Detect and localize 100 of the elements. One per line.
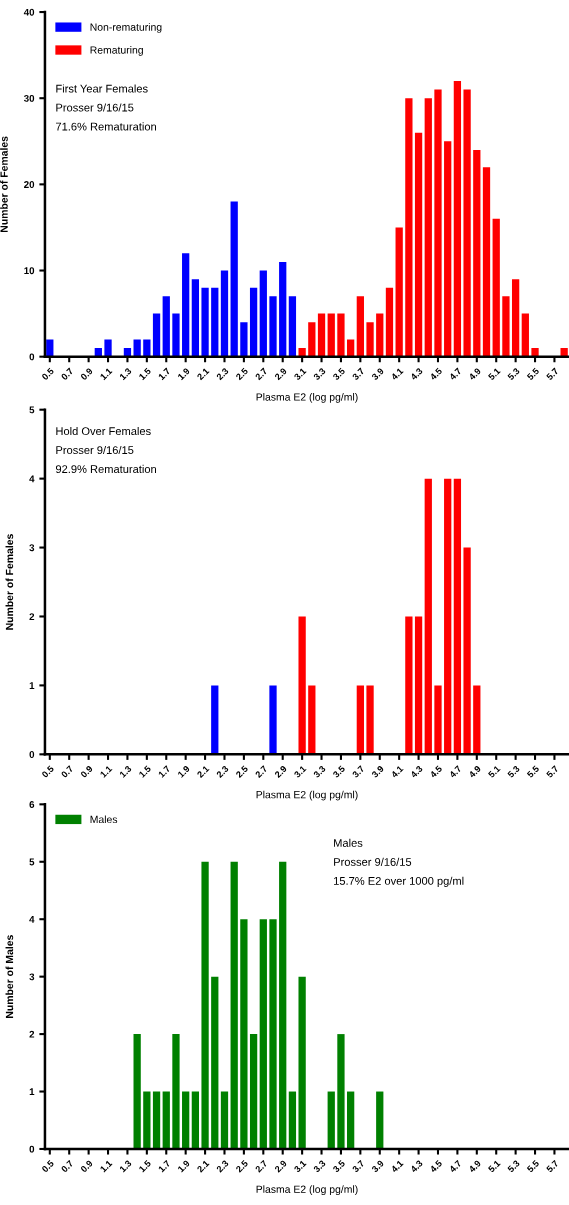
x-tick-label: 1.7 bbox=[158, 1159, 171, 1173]
x-tick-label: 1.1 bbox=[99, 367, 113, 381]
x-tick-label: 3.7 bbox=[351, 367, 365, 381]
bar bbox=[482, 167, 491, 357]
bar bbox=[259, 919, 267, 1149]
legend-label: Rematuring bbox=[90, 46, 143, 56]
y-tick-label: 5 bbox=[29, 406, 35, 414]
annotation: First Year Females bbox=[56, 84, 148, 93]
x-tick-label: 1.5 bbox=[138, 765, 152, 778]
bar bbox=[259, 270, 267, 357]
x-tick-label: 4.3 bbox=[409, 765, 424, 779]
bar bbox=[240, 322, 248, 357]
x-tick-label: 2.5 bbox=[235, 1159, 249, 1173]
y-tick-label: 3 bbox=[29, 973, 35, 981]
x-tick-label: 5.3 bbox=[507, 765, 521, 779]
y-tick-label: 5 bbox=[29, 858, 35, 866]
x-tick-label: 2.7 bbox=[254, 367, 268, 381]
x-tick-label: 3.7 bbox=[351, 765, 365, 779]
x-tick-label: 4.5 bbox=[429, 367, 443, 381]
bar bbox=[211, 685, 219, 755]
bar bbox=[444, 478, 452, 755]
x-tick-label: 4.7 bbox=[448, 765, 462, 779]
x-tick-label: 3.1 bbox=[293, 367, 307, 381]
bar bbox=[366, 322, 374, 357]
bar bbox=[366, 685, 374, 755]
x-tick-label: 1.7 bbox=[158, 367, 171, 381]
x-tick-label: 5.1 bbox=[487, 1159, 501, 1173]
bar bbox=[492, 218, 500, 357]
bar bbox=[104, 339, 112, 357]
bar bbox=[269, 919, 277, 1149]
y-tick-label: 40 bbox=[23, 8, 35, 16]
bar bbox=[172, 313, 180, 357]
annotation: 92.9% Rematuration bbox=[55, 464, 156, 473]
bar bbox=[279, 861, 287, 1149]
bar bbox=[347, 1091, 355, 1149]
y-tick-label: 0 bbox=[29, 1145, 35, 1153]
bar bbox=[453, 80, 462, 357]
y-axis-title: Number of Males bbox=[5, 935, 14, 1018]
x-tick-label: 2.3 bbox=[216, 765, 229, 779]
bar bbox=[511, 279, 520, 357]
annotation: Prosser 9/16/15 bbox=[56, 103, 134, 112]
bar bbox=[249, 1034, 258, 1149]
bar bbox=[395, 227, 403, 357]
bar bbox=[327, 1091, 335, 1149]
x-tick-label: 2.1 bbox=[196, 367, 210, 381]
x-tick-label: 2.9 bbox=[274, 765, 288, 779]
bar bbox=[152, 1091, 161, 1149]
x-tick-label: 4.3 bbox=[409, 1159, 424, 1173]
annotation: Hold Over Females bbox=[56, 426, 151, 436]
x-axis-title: Plasma E2 (log pg/ml) bbox=[256, 790, 358, 801]
y-tick-label: 20 bbox=[24, 181, 35, 188]
bar bbox=[473, 685, 481, 755]
y-tick-label: 1 bbox=[29, 1088, 35, 1096]
bar bbox=[46, 339, 54, 357]
x-tick-label: 3.1 bbox=[293, 1159, 307, 1173]
x-tick-label: 1.5 bbox=[138, 367, 152, 381]
y-tick-label: 2 bbox=[29, 613, 35, 620]
bar bbox=[376, 313, 384, 357]
x-tick-label: 4.5 bbox=[429, 1159, 443, 1173]
x-tick-label: 0.7 bbox=[60, 765, 74, 779]
bar bbox=[405, 616, 413, 755]
x-tick-label: 0.9 bbox=[80, 1159, 94, 1173]
x-tick-label: 0.9 bbox=[80, 765, 94, 779]
bar bbox=[269, 296, 277, 357]
x-tick-label: 5.7 bbox=[546, 367, 559, 381]
y-tick-label: 10 bbox=[24, 267, 35, 275]
x-tick-label: 5.1 bbox=[487, 765, 501, 779]
bar bbox=[521, 313, 529, 357]
bar bbox=[434, 685, 442, 755]
bar bbox=[308, 322, 316, 357]
x-tick-label: 5.7 bbox=[546, 1159, 559, 1173]
x-tick-label: 0.9 bbox=[80, 367, 94, 381]
bar bbox=[376, 1091, 384, 1149]
legend-label: Non-rematuring bbox=[90, 23, 162, 33]
x-tick-label: 1.5 bbox=[138, 1159, 152, 1173]
x-tick-label: 4.5 bbox=[429, 765, 443, 779]
y-tick-label: 0 bbox=[29, 751, 35, 758]
bar bbox=[288, 1091, 297, 1149]
x-tick-label: 4.9 bbox=[468, 765, 482, 779]
bar bbox=[385, 287, 394, 357]
x-tick-label: 4.9 bbox=[468, 1159, 482, 1173]
x-tick-label: 3.9 bbox=[371, 367, 385, 381]
bar bbox=[337, 1034, 345, 1149]
bar bbox=[211, 976, 219, 1149]
annotation: Males bbox=[334, 838, 363, 847]
bar bbox=[502, 296, 510, 357]
x-tick-label: 5.5 bbox=[526, 1159, 540, 1173]
bar bbox=[191, 279, 200, 357]
bar bbox=[444, 141, 452, 357]
x-tick-label: 0.5 bbox=[41, 367, 55, 381]
bar bbox=[172, 1034, 180, 1149]
annotation: 15.7% E2 over 1000 pg/ml bbox=[334, 876, 464, 888]
x-tick-label: 2.5 bbox=[235, 765, 249, 779]
bar bbox=[434, 89, 442, 357]
bar bbox=[308, 685, 316, 755]
bar bbox=[143, 339, 151, 357]
bar bbox=[133, 339, 141, 357]
annotation: 71.6% Rematuration bbox=[56, 122, 156, 131]
bar bbox=[249, 287, 258, 357]
x-tick-label: 5.1 bbox=[487, 367, 501, 381]
